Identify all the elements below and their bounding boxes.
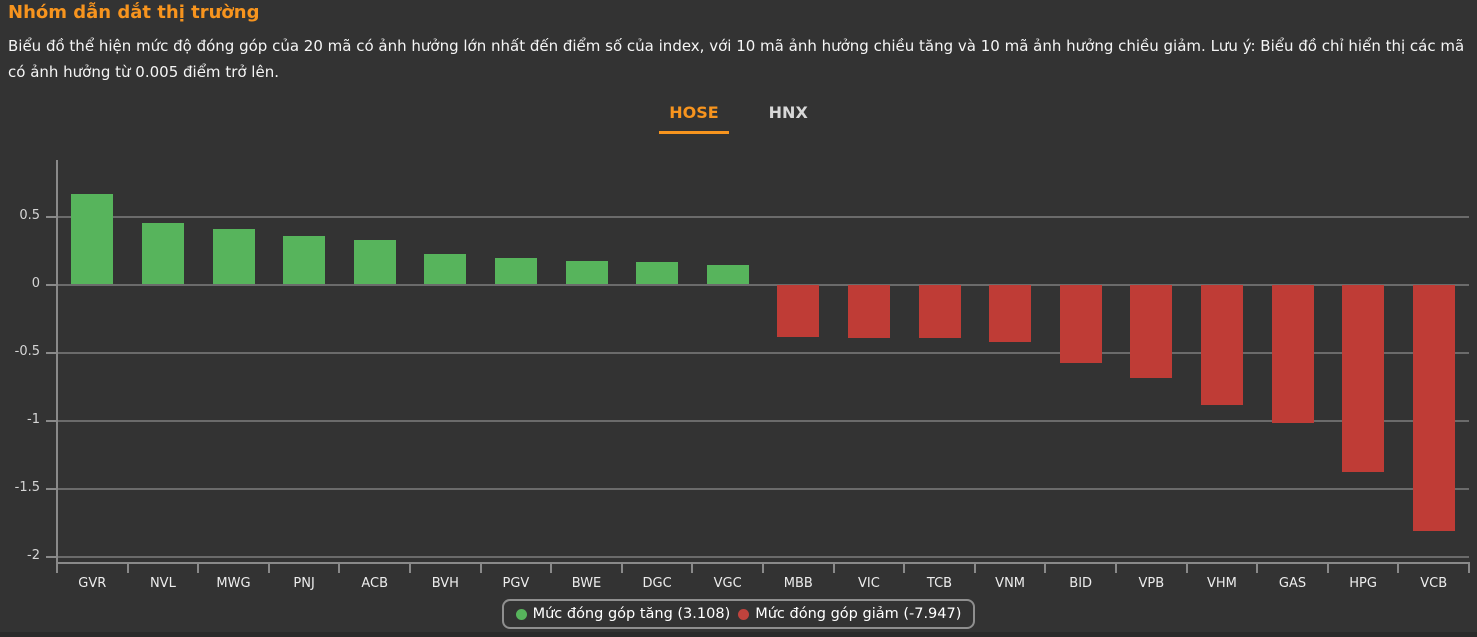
x-axis-tick [1115,564,1117,573]
x-axis-label-VNM: VNM [995,576,1026,591]
y-axis-tick [46,555,57,558]
y-axis-label: 0.5 [19,207,40,223]
bar-PGV[interactable] [494,257,537,285]
x-axis-label-HPG: HPG [1349,576,1377,591]
bar-VHM[interactable] [1200,284,1243,405]
bar-VPB[interactable] [1130,284,1173,379]
chart-legend: Mức đóng góp tăng (3.108) Mức đóng góp g… [501,599,976,629]
x-axis-tick [1397,564,1400,573]
gridline [57,555,1469,558]
x-axis-line [56,562,1470,564]
x-axis-tick [267,564,270,573]
y-axis-label: -1 [27,411,40,427]
y-axis-tick [46,351,57,354]
footer-strip [0,632,1477,637]
gridline [57,419,1469,422]
y-axis-line [56,160,58,573]
x-axis-tick [1185,564,1188,573]
x-axis-label-VPB: VPB [1138,576,1165,591]
x-axis-tick [550,564,553,573]
x-axis-label-GVR: GVR [78,576,107,591]
contribution-chart: 0.5 0 -0.5 -1 -1.5 -2 GVR NVL MWG PNJ ACB BVH PGV BWE… [0,160,1477,605]
y-axis-label: -1.5 [14,479,40,495]
x-axis-tick [197,564,200,573]
legend-dot-down-icon [738,608,750,620]
chart-description: Biểu đồ thể hiện mức độ đóng góp của 20 … [8,37,1465,81]
x-axis-label-VCB: VCB [1420,576,1448,591]
y-axis-tick [46,283,57,286]
bar-BWE[interactable] [565,261,608,285]
x-axis-label-MWG: MWG [216,576,251,591]
x-axis-label-ACB: ACB [361,576,389,591]
x-axis-tick [1256,564,1259,573]
gridline [57,351,1469,354]
bar-MWG[interactable] [212,229,255,285]
y-axis-tick [46,419,57,422]
gridline [57,215,1469,218]
tab-hose[interactable]: HOSE [659,101,729,134]
tab-hnx[interactable]: HNX [768,103,808,122]
x-axis-tick [409,564,411,573]
legend-label-down: Mức đóng góp giảm (-7.947) [755,606,962,622]
exchange-tabs: HOSE HNX [0,101,1477,134]
x-axis-tick [903,564,906,573]
bar-VGC[interactable] [706,264,749,285]
x-axis-tick [620,564,623,573]
bar-NVL[interactable] [141,223,184,285]
y-axis-label: -2 [27,547,40,563]
x-axis-label-GAS: GAS [1278,576,1307,591]
bar-BVH[interactable] [424,253,467,285]
y-axis-tick [46,215,57,218]
legend-row: Mức đóng góp tăng (3.108) Mức đóng góp g… [0,599,1477,629]
bar-HPG[interactable] [1342,284,1385,472]
x-axis-label-DGC: DGC [642,576,672,591]
bar-PNJ[interactable] [283,235,326,285]
y-axis-label: -0.5 [14,343,40,359]
x-axis-tick [1326,564,1329,573]
bar-DGC[interactable] [636,262,679,285]
bar-BID[interactable] [1059,284,1102,363]
x-axis-tick [762,564,764,573]
x-axis-tick [691,564,694,573]
bar-MBB[interactable] [777,284,820,337]
bar-GAS[interactable] [1271,284,1314,423]
x-axis-label-PGV: PGV [502,576,530,591]
legend-label-up: Mức đóng góp tăng (3.108) [532,606,731,622]
x-axis-tick [56,564,58,573]
legend-item-down[interactable]: Mức đóng góp giảm (-7.947) [738,606,961,622]
bar-GVR[interactable] [71,194,114,285]
gridline [57,283,1469,286]
x-axis-tick [1468,564,1470,573]
bar-VCB[interactable] [1412,284,1455,531]
bar-VNM[interactable] [989,284,1032,343]
x-axis-tick [338,564,341,573]
bar-TCB[interactable] [918,284,961,339]
x-axis-label-VGC: VGC [713,576,742,591]
y-axis-tick [46,487,57,490]
x-axis-label-NVL: NVL [149,576,176,591]
x-axis-label-TCB: TCB [926,576,953,591]
bar-VIC[interactable] [847,284,890,338]
x-axis-label-PNJ: PNJ [293,576,315,591]
bar-ACB[interactable] [353,240,396,285]
x-axis-tick [479,564,482,573]
x-axis-label-BID: BID [1069,576,1093,591]
x-axis-tick [126,564,129,573]
x-axis-tick [832,564,835,573]
legend-item-up[interactable]: Mức đóng góp tăng (3.108) [515,606,731,622]
x-axis-label-VIC: VIC [857,576,880,591]
x-axis-label-MBB: MBB [783,576,813,591]
x-axis-label-BVH: BVH [431,576,459,591]
x-axis-tick [973,564,976,573]
x-axis-tick [1044,564,1047,573]
page-title: Nhóm dẫn dắt thị trường [8,2,260,23]
legend-dot-up-icon [515,608,527,620]
gridline [57,487,1469,490]
x-axis-label-VHM: VHM [1206,576,1237,591]
y-axis-label: 0 [31,275,40,291]
x-axis-label-BWE: BWE [571,576,602,591]
